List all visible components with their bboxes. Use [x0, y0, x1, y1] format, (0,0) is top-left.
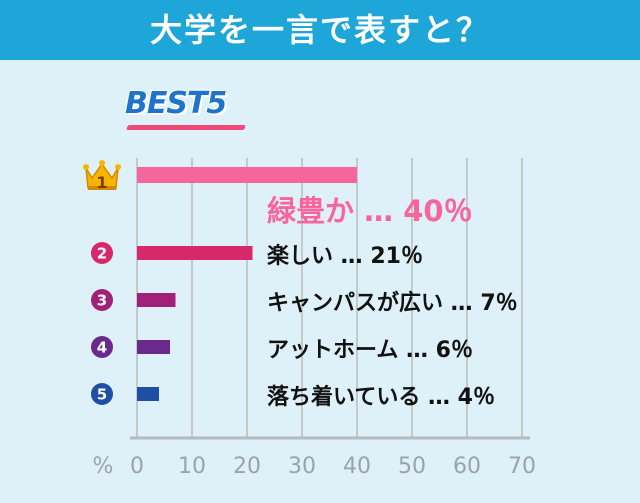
bar-label-3: キャンパスが広い … 7％ [267, 290, 518, 316]
bar-3 [137, 293, 176, 307]
x-tick-label: 0 [130, 454, 144, 479]
x-tick-label: 20 [233, 454, 261, 479]
circle-2-icon [91, 242, 113, 264]
bar-2 [137, 246, 253, 260]
rank-number: 5 [97, 386, 107, 404]
value-label: 6％ [436, 338, 473, 363]
value-label: 4％ [458, 385, 495, 410]
bar-label-1: 緑豊か … 40％ [267, 194, 473, 228]
best5-badge: BEST5 [125, 86, 227, 121]
circle-5-icon [91, 383, 113, 405]
value-label: 40％ [403, 194, 472, 228]
crown-icon [83, 160, 121, 190]
bar-4 [137, 340, 170, 354]
value-label: 7％ [480, 291, 517, 316]
category-label: 楽しい [267, 243, 333, 269]
value-label: 21％ [370, 244, 423, 269]
x-tick-label: 30 [288, 454, 316, 479]
separator: … [420, 385, 457, 410]
x-tick-label: 50 [398, 454, 426, 479]
category-label: アットホーム [267, 338, 398, 363]
rank-number: 2 [97, 245, 107, 263]
x-axis-unit-label: % [93, 454, 114, 479]
bar-label-2: 楽しい … 21％ [267, 243, 423, 269]
x-tick-label: 60 [453, 454, 481, 479]
x-tick-label: 70 [508, 454, 536, 479]
separator: … [333, 244, 370, 269]
bar-label-4: アットホーム … 6％ [267, 338, 473, 363]
bar-5 [137, 387, 159, 401]
separator: … [398, 338, 435, 363]
x-tick-label: 40 [343, 454, 371, 479]
bar-label-5: 落ち着いている … 4％ [267, 384, 495, 410]
circle-4-icon [91, 336, 113, 358]
rank-number: 4 [97, 339, 107, 357]
page-title: 大学を一言で表すと？ [149, 11, 490, 49]
rank-number: 1 [96, 173, 107, 192]
category-label: キャンパスが広い [267, 290, 443, 316]
x-tick-label: 10 [178, 454, 206, 479]
title-bar [0, 0, 640, 60]
category-label: 落ち着いている [267, 384, 420, 410]
circle-3-icon [91, 289, 113, 311]
bar-1 [137, 167, 357, 183]
separator: … [354, 194, 403, 228]
rank-number: 3 [97, 292, 107, 310]
separator: … [443, 291, 480, 316]
category-label: 緑豊か [267, 194, 354, 228]
